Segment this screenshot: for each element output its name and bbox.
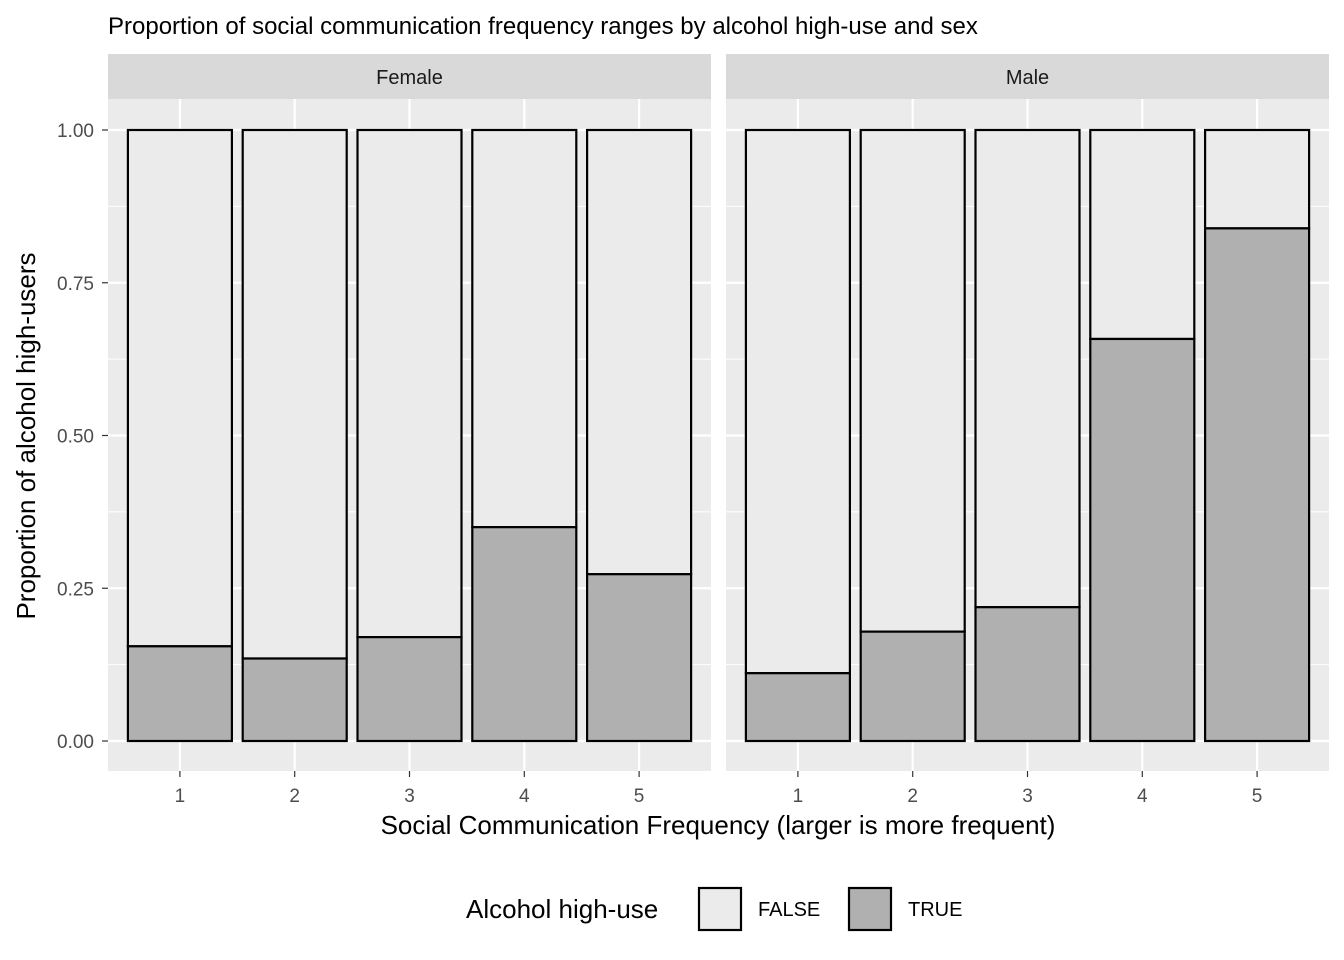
legend-title: Alcohol high-use (466, 894, 658, 924)
y-tick-label: 0.25 (57, 579, 94, 600)
bar-true-male-1 (744, 672, 852, 743)
bar-true-female-3 (356, 636, 463, 743)
bar-false-male-2 (859, 128, 966, 633)
facet-strip-label: Male (1006, 67, 1049, 89)
bar-false-female-4 (471, 128, 578, 529)
x-tick-label: 4 (1137, 786, 1148, 807)
bar-true-male-2 (859, 630, 966, 743)
facet-strip (108, 54, 711, 99)
facet-panels: 0.00 0.25 0.50 0.75 1.00 Female 1 2 3 4 5 Male 1 2 3 4 5 (57, 54, 1329, 807)
bar-false-female-5 (585, 128, 693, 576)
chart-title: Proportion of social communication frequ… (108, 13, 978, 40)
y-axis-title: Proportion of alcohol high-users (11, 252, 41, 619)
facet-strip (726, 54, 1329, 99)
legend-key-false (697, 886, 743, 932)
legend: Alcohol high-use FALSE TRUE (466, 886, 962, 932)
bar-false-male-3 (974, 128, 1081, 609)
x-tick-label: 5 (1252, 786, 1263, 807)
facet-strip-label: Female (376, 67, 443, 89)
x-tick-label: 4 (519, 786, 530, 807)
x-tick-label: 3 (1022, 786, 1033, 807)
y-tick-label: 0.50 (57, 427, 94, 448)
x-tick-label: 5 (634, 786, 645, 807)
bar-true-male-4 (1089, 337, 1196, 743)
y-tick-label: 1.00 (57, 121, 94, 142)
bar-false-male-4 (1089, 128, 1196, 341)
bar-true-female-4 (471, 526, 578, 743)
x-tick-label: 2 (907, 786, 918, 807)
legend-label-false: FALSE (758, 899, 820, 921)
x-axis-title: Social Communication Frequency (larger i… (381, 810, 1056, 840)
bar-false-male-1 (744, 128, 852, 675)
facet-male: Male 1 2 3 4 5 (726, 54, 1329, 807)
bar-true-female-2 (241, 657, 348, 743)
x-tick-label: 2 (289, 786, 300, 807)
bar-false-female-1 (126, 128, 234, 648)
bar-true-male-3 (974, 606, 1081, 743)
facet-female: Female 1 2 3 4 5 (108, 54, 711, 807)
x-tick-label: 3 (404, 786, 415, 807)
legend-label-true: TRUE (908, 899, 962, 921)
y-tick-label: 0.75 (57, 274, 94, 295)
bar-false-male-5 (1203, 128, 1311, 230)
x-tick-label: 1 (175, 786, 186, 807)
y-tick-label: 0.00 (57, 732, 94, 753)
bar-false-female-2 (241, 128, 348, 660)
bar-true-female-1 (126, 645, 234, 743)
bar-true-female-5 (585, 573, 693, 743)
x-tick-label: 1 (793, 786, 804, 807)
bar-false-female-3 (356, 128, 463, 639)
bar-true-male-5 (1203, 227, 1311, 743)
legend-key-true (847, 886, 893, 932)
